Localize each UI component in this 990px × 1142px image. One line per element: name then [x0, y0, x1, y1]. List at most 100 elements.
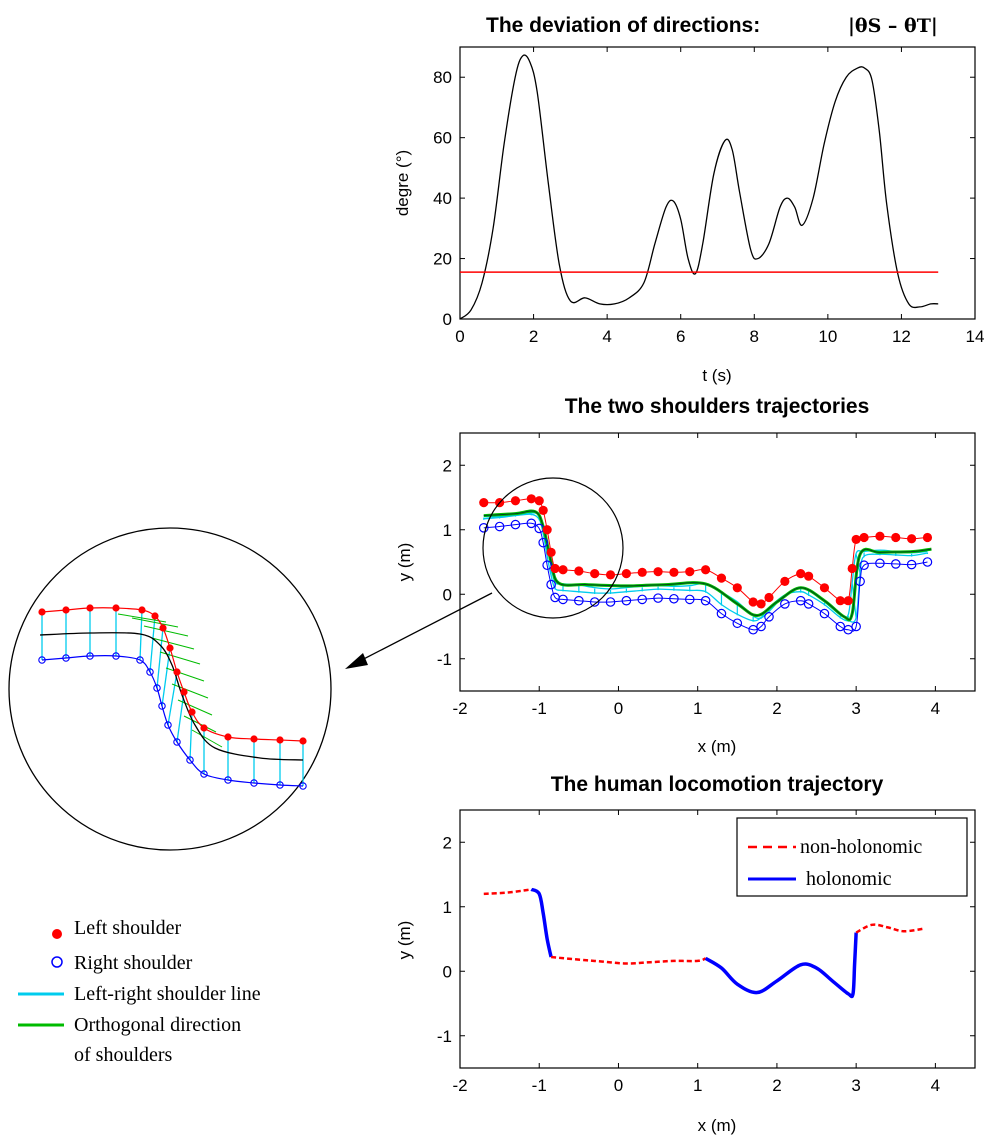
zoom-left-shoulder-point: [166, 644, 174, 652]
deviation-chart-title: The deviation of directions:: [486, 14, 760, 37]
zoom-right-shoulder-point: [173, 738, 181, 746]
right-shoulder-point: [494, 521, 505, 532]
left-shoulder-point: [907, 534, 917, 544]
deviation-y-tick-label: 80: [433, 68, 452, 87]
legend-orthogonal-label-2: of shoulders: [74, 1044, 173, 1066]
legend-right-shoulder-marker: [51, 956, 63, 968]
right-shoulder-point: [669, 593, 679, 604]
left-shoulder-point: [819, 583, 830, 593]
zoom-shoulder-connector: [156, 627, 164, 689]
zoom-right-shoulder-point: [62, 654, 70, 662]
locomotion-y-tick-label: 0: [443, 962, 452, 981]
shoulders-y-tick-label: -1: [437, 650, 452, 669]
right-shoulder-point: [637, 594, 648, 605]
zoom-right-shoulder-point: [158, 702, 166, 710]
right-shoulder-point: [574, 595, 584, 606]
zoom-left-shoulder-point: [173, 668, 181, 676]
deviation-x-tick-label: 0: [455, 327, 464, 346]
left-shoulder-point: [875, 531, 885, 541]
zoom-center-line: [39, 632, 304, 761]
locomotion-x-tick-label: 3: [851, 1076, 860, 1095]
locomotion-y-label: y (m): [395, 921, 414, 960]
right-shoulder-point: [589, 597, 600, 607]
left-shoulder-point: [851, 534, 861, 545]
holonomic-segment: [530, 887, 553, 958]
zoom-magnifier: [8, 527, 493, 851]
zoom-orthogonal-tick: [117, 613, 167, 623]
legend-non-holonomic-label: non-holonomic: [800, 836, 922, 858]
locomotion-legend: non-holonomic holonomic: [736, 817, 968, 897]
left-shoulder-point: [574, 566, 584, 576]
zoom-left-shoulder-point: [112, 604, 120, 612]
zoom-left-shoulder-point: [86, 604, 94, 612]
right-shoulder-point: [716, 608, 727, 619]
locomotion-x-label: x (m): [698, 1116, 737, 1135]
zoom-legend: Left shoulder Right shoulder Left-right …: [18, 917, 261, 1066]
right-shoulder-point: [732, 618, 743, 629]
zoom-orthogonal-tick: [131, 617, 179, 628]
deviation-x-tick-label: 6: [676, 327, 685, 346]
zoom-region-circle: [482, 477, 624, 619]
right-shoulder-point: [748, 624, 758, 635]
locomotion-x-tick-label: -2: [452, 1076, 467, 1095]
shoulders-x-tick-label: 2: [772, 699, 781, 718]
right-shoulder-point: [510, 519, 521, 530]
left-shoulder-point: [843, 596, 853, 606]
right-cyan-band: [483, 513, 928, 623]
left-shoulder-point: [637, 567, 647, 577]
right-shoulder-point: [851, 621, 861, 632]
locomotion-x-tick-label: 0: [614, 1076, 623, 1095]
right-shoulder-point: [875, 558, 885, 569]
zoom-right-shoulder-point: [153, 684, 161, 692]
left-shoulder-point: [538, 505, 548, 515]
left-shoulder-point: [534, 496, 544, 506]
shoulders-series: [478, 494, 933, 635]
deviation-line: [459, 54, 939, 320]
left-shoulder-point: [685, 567, 695, 577]
shoulders-chart: The two shoulders trajectories -2 -1 0 1 2 3 4…: [395, 395, 976, 756]
zoom-right-shoulder-point: [164, 721, 172, 729]
non-holonomic-segment: [855, 923, 924, 934]
right-shoulder-point: [859, 560, 869, 571]
zoom-right-shoulder-point: [112, 652, 120, 660]
deviation-x-tick-label: 12: [892, 327, 911, 346]
shoulders-plot-area: [459, 432, 976, 692]
zoom-right-shoulder-point: [38, 656, 46, 664]
deviation-x-tick-label: 14: [966, 327, 985, 346]
zoom-left-shoulder-point: [138, 606, 146, 614]
legend-holonomic-label: holonomic: [806, 868, 892, 890]
non-holonomic-segment: [550, 955, 707, 965]
deviation-x-tick-label: 8: [750, 327, 759, 346]
right-shoulder-point: [764, 612, 774, 622]
right-shoulder-path: [483, 522, 928, 632]
zoom-trajectories: [38, 604, 307, 790]
right-shoulder-point: [653, 593, 663, 603]
locomotion-plot-area: [459, 809, 976, 1069]
locomotion-legend-box: [736, 817, 968, 897]
right-shoulder-point: [684, 594, 695, 605]
right-shoulder-point: [843, 624, 854, 635]
left-shoulder-point: [847, 563, 857, 574]
left-shoulder-point: [510, 496, 521, 506]
left-shoulder-point: [780, 576, 790, 586]
center-trajectory-line: [483, 510, 932, 621]
zoom-left-shoulder-point: [151, 612, 159, 620]
right-shoulder-point: [478, 523, 489, 533]
left-shoulder-point: [748, 597, 758, 607]
deviation-axis-ticks: 0 2 4 6 8 10 12 14 0 20 40 60 80: [433, 47, 984, 346]
right-shoulder-point: [538, 537, 548, 548]
right-shoulder-point: [922, 557, 933, 567]
legend-left-shoulder-marker: [52, 929, 62, 939]
left-shoulder-point: [542, 525, 552, 535]
zoom-right-shoulder-point: [146, 668, 154, 676]
right-shoulder-point: [558, 594, 568, 605]
left-shoulder-point: [756, 599, 766, 609]
left-shoulder-point: [621, 569, 631, 579]
legend-shoulder-line-label: Left-right shoulder line: [74, 983, 261, 1005]
deviation-x-tick-label: 4: [602, 327, 611, 346]
shoulders-x-tick-label: -2: [452, 699, 467, 718]
right-shoulder-point: [546, 579, 556, 590]
deviation-y-tick-label: 40: [433, 189, 452, 208]
deviation-y-tick-label: 20: [433, 250, 452, 269]
zoom-orthogonal-tick: [191, 729, 223, 748]
